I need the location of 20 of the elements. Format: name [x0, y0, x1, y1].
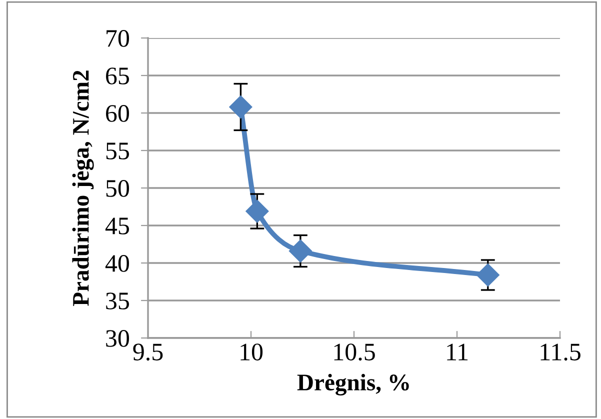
- y-tick-label: 45: [105, 218, 129, 234]
- x-tick-label: 11.5: [540, 344, 580, 361]
- y-tick-label: 40: [105, 255, 129, 272]
- y-tick-label: 70: [106, 30, 129, 47]
- point: [246, 200, 269, 223]
- x-axis-title: Drėgnis, %: [297, 374, 409, 396]
- y-tick-label: 35: [106, 292, 129, 310]
- point: [476, 264, 500, 286]
- point: [229, 96, 252, 118]
- x-tick-label: 10: [240, 344, 263, 360]
- y-axis-title: Pradūrimo jėga, N/cm2: [72, 70, 94, 306]
- y-tick-label: 55: [106, 142, 129, 160]
- y-tick-label: 65: [106, 68, 129, 84]
- y-tick-label: 50: [106, 180, 129, 197]
- x-tick-label: 10.5: [334, 344, 375, 361]
- point: [288, 240, 312, 262]
- x-tick-label: 9.5: [133, 344, 163, 361]
- y-tick-label: 30: [106, 330, 129, 347]
- x-tick-label: 11: [447, 344, 468, 360]
- y-tick-label: 60: [106, 105, 129, 122]
